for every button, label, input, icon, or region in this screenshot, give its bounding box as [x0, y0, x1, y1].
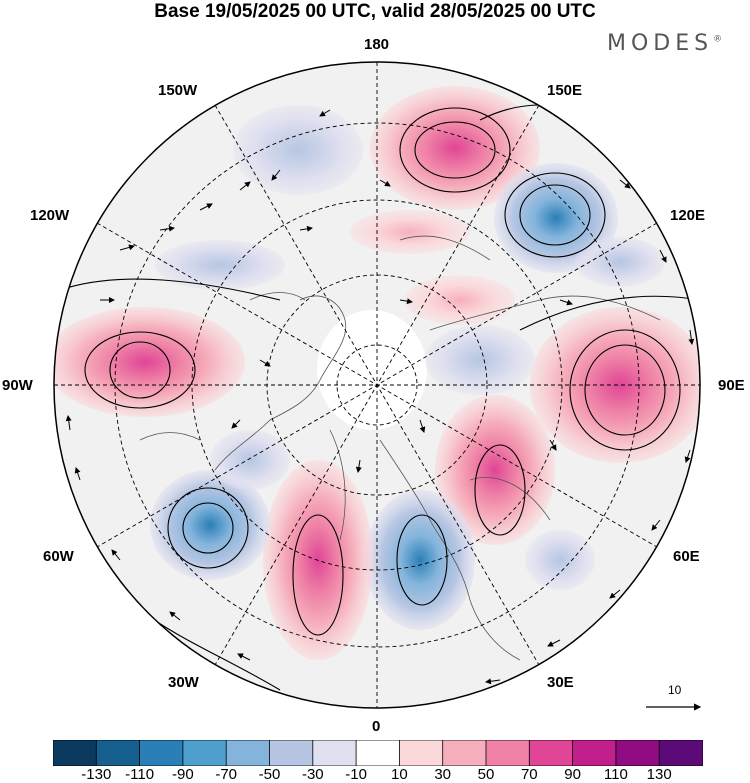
- colorbar-segment: [269, 740, 314, 766]
- chart-title: Base 19/05/2025 00 UTC, valid 28/05/2025…: [154, 1, 596, 22]
- colorbar-segment: [485, 740, 531, 766]
- colorbar-segment: [95, 740, 141, 766]
- weak-low-110w: [155, 240, 285, 290]
- weak-low-80e: [425, 325, 535, 395]
- colorbar-segment: [658, 740, 703, 766]
- colorbar-tick-label: 130: [646, 766, 672, 783]
- colorbar-tick-label: 50: [477, 766, 495, 783]
- weak-low-150w: [233, 105, 363, 195]
- colorbar-tick-label: 10: [391, 766, 408, 783]
- colorbar-segment: [442, 740, 487, 766]
- anomaly-high-45e: [435, 395, 555, 545]
- weak-low-110e: [575, 237, 665, 287]
- colorbar-segment: [355, 740, 401, 766]
- weak-high-130e: [405, 275, 515, 325]
- label-0: 0: [372, 718, 381, 735]
- label-120e: 120E: [670, 207, 706, 224]
- colorbar-segment: [182, 740, 228, 766]
- anomaly-high-90w: [54, 307, 245, 417]
- graticule: [54, 62, 700, 708]
- colorbar-tick-label: 70: [520, 766, 538, 783]
- colorbar-tick-label: 110: [603, 766, 628, 783]
- colorbar-tick-label: -50: [258, 766, 281, 783]
- anomaly-low-20e: [365, 490, 475, 630]
- label-90w: 90W: [2, 377, 33, 394]
- colorbar: [53, 740, 703, 766]
- anomaly-high-90e: [530, 307, 700, 463]
- colorbar-tick-label: -30: [301, 766, 324, 783]
- label-60e: 60E: [673, 548, 700, 565]
- colorbar-tick-label: 90: [564, 766, 581, 783]
- brand-text: MODES: [607, 31, 714, 56]
- colorbar-segment: [225, 740, 271, 766]
- colorbar-segment: [53, 740, 98, 766]
- colorbar-tick-label: -90: [172, 766, 194, 783]
- colorbar-segment: [572, 740, 617, 766]
- anomaly-high-150e: [370, 86, 540, 210]
- registered-mark: ®: [713, 34, 723, 45]
- weak-low-50e: [525, 530, 595, 590]
- pole-neutral: [317, 310, 427, 430]
- map-frame: [53, 61, 701, 709]
- colorbar-tick-label: -130: [81, 766, 112, 783]
- colorbar-tick-label: -10: [345, 766, 367, 783]
- modes-logo: MODES®: [607, 31, 722, 56]
- label-180: 180: [364, 36, 390, 53]
- label-120w: 120W: [30, 207, 70, 224]
- colorbar-tick-label: -110: [125, 766, 155, 783]
- weak-low-70w: [210, 430, 290, 490]
- weak-high-160e: [350, 210, 470, 254]
- reference-vector-label: 10: [668, 683, 682, 697]
- colorbar-segment: [139, 740, 184, 766]
- coastlines: [139, 235, 661, 661]
- colorbar-segment: [312, 740, 357, 766]
- label-150e: 150E: [547, 82, 583, 99]
- colorbar-tick-label: -70: [215, 766, 238, 783]
- colorbar-segment: [615, 740, 661, 766]
- colorbar-segment: [398, 740, 444, 766]
- colorbar-tick-label: 30: [434, 766, 452, 783]
- wind-vectors: [65, 109, 695, 685]
- label-60w: 60W: [43, 548, 74, 565]
- label-30w: 30W: [168, 674, 199, 691]
- label-30e: 30E: [547, 674, 574, 691]
- colorbar-segment: [528, 740, 574, 766]
- label-150w: 150W: [158, 82, 198, 99]
- label-90e: 90E: [718, 377, 745, 394]
